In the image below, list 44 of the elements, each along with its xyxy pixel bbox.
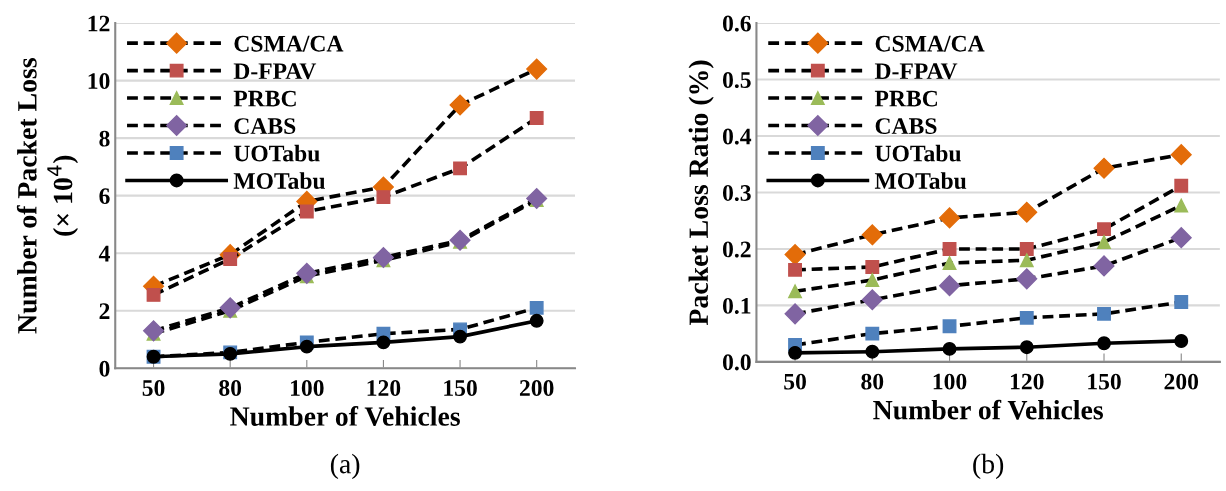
x-tick-label: 200 <box>1164 373 1199 390</box>
x-tick-label: 120 <box>1010 373 1044 390</box>
y-tick-label: 0.5 <box>722 72 751 89</box>
x-tick-label: 100 <box>290 380 324 396</box>
y-tick-label: 8 <box>99 130 110 147</box>
y-tick-label: 0.2 <box>722 241 751 258</box>
y-tick-label: 0.1 <box>722 297 751 314</box>
y-tick-label: 4 <box>98 245 110 262</box>
legend-label: CABS <box>234 118 296 135</box>
x-axis-title: Number of Vehicles <box>873 399 1103 420</box>
legend-label: MOTabu <box>233 172 325 189</box>
legend-label: PRBC <box>874 90 937 107</box>
x-tick-label: 120 <box>367 380 401 396</box>
y-tick-label: 0.4 <box>722 128 752 145</box>
y-tick-label: 10 <box>88 73 110 90</box>
legend-label: PRBC <box>233 90 296 107</box>
x-tick-label: 80 <box>861 373 884 390</box>
x-tick-label: 80 <box>219 380 242 396</box>
legend-label: UOTabu <box>233 144 320 162</box>
y-tick-label: 12 <box>88 15 110 32</box>
x-tick-label: 200 <box>519 380 554 396</box>
legend-label: CABS <box>875 118 937 135</box>
y-tick-label: 0.6 <box>722 15 751 32</box>
x-tick-label: 150 <box>444 380 477 396</box>
y-tick-label: 6 <box>99 188 110 205</box>
legend-label: D-FPAV <box>233 63 317 80</box>
x-tick-label: 150 <box>1088 373 1121 390</box>
legend-label: CSMA/CA <box>234 35 344 52</box>
y-tick-label: 0 <box>99 360 110 377</box>
x-tick-label: 50 <box>142 380 165 396</box>
legend-label: CSMA/CA <box>875 35 985 52</box>
legend-label: MOTabu <box>874 172 967 189</box>
y-tick-label: 0.0 <box>722 354 751 371</box>
y-axis-title: Number of Packet Loss (× 10$^{4}$) <box>16 58 79 334</box>
y-tick-label: 0.3 <box>722 184 751 201</box>
y-tick-label: 2 <box>99 303 110 319</box>
x-tick-label: 50 <box>784 373 806 390</box>
text: (a) <box>330 453 360 480</box>
x-axis-title: Number of Vehicles <box>230 406 460 427</box>
y-axis-title: Packet Loss Ratio (%) <box>688 60 714 326</box>
legend-label: UOTabu <box>875 144 961 162</box>
text: (b) <box>973 453 1004 480</box>
x-tick-label: 100 <box>933 373 967 390</box>
legend-label: D-FPAV <box>874 63 958 80</box>
